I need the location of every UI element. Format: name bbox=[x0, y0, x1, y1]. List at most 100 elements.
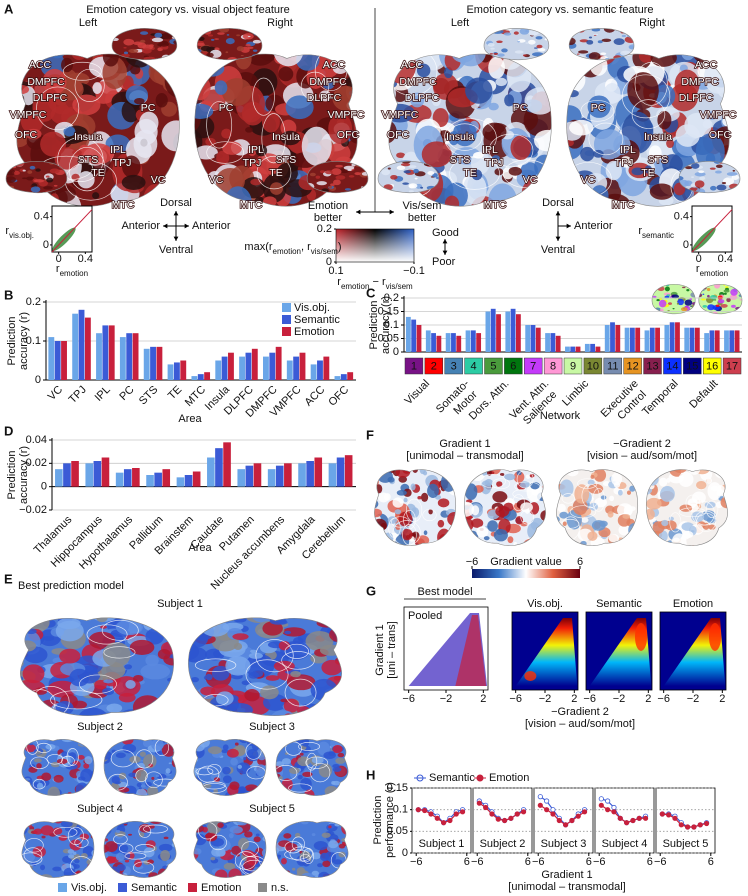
brain-patch bbox=[104, 829, 109, 838]
arrow-head bbox=[356, 209, 361, 215]
brain-patch bbox=[672, 307, 675, 310]
brain-patch bbox=[663, 313, 668, 314]
brain-patch bbox=[437, 498, 450, 508]
brain-patch bbox=[484, 479, 493, 486]
brain-patch bbox=[162, 32, 173, 40]
brain-patch bbox=[728, 59, 730, 71]
brain-patch bbox=[354, 172, 361, 176]
brain-patch bbox=[506, 61, 532, 93]
brain-patch bbox=[47, 734, 54, 738]
brain-patch bbox=[690, 305, 693, 307]
brain-patch bbox=[421, 141, 452, 168]
brain-patch bbox=[380, 158, 387, 163]
brain-patch bbox=[236, 34, 241, 37]
brain-patch bbox=[290, 670, 301, 678]
brain-patch bbox=[276, 783, 283, 789]
colorbar-tick-label: 0.2 bbox=[317, 223, 332, 235]
brain-patch bbox=[49, 168, 60, 174]
brain-texture bbox=[193, 739, 266, 796]
bar bbox=[470, 330, 476, 352]
bar bbox=[694, 327, 700, 352]
network-box bbox=[524, 357, 543, 375]
brain-patch bbox=[495, 77, 508, 87]
brain-patch bbox=[243, 756, 247, 761]
roi-outline bbox=[622, 75, 670, 118]
roi-label: DMPFC bbox=[399, 76, 437, 88]
brain-patch bbox=[427, 170, 435, 176]
brain-patch bbox=[680, 307, 688, 312]
brain-patch bbox=[20, 659, 22, 670]
brain-patch bbox=[211, 665, 230, 681]
brain-patch bbox=[321, 659, 342, 676]
brain-patch bbox=[537, 47, 546, 52]
brain-patch bbox=[194, 145, 218, 160]
brain-patch bbox=[681, 53, 695, 61]
brain-patch bbox=[140, 784, 146, 788]
brain-patch bbox=[472, 152, 484, 159]
bar bbox=[629, 327, 635, 352]
brain-map bbox=[674, 159, 741, 195]
point bbox=[544, 798, 550, 804]
brain-patch bbox=[451, 469, 456, 471]
brain-patch bbox=[264, 747, 266, 751]
point bbox=[415, 807, 421, 813]
y-axis-label: Gradient 1 bbox=[374, 624, 386, 675]
brain-patch bbox=[714, 284, 721, 289]
brain-patch bbox=[324, 786, 339, 796]
brain-patch bbox=[504, 473, 516, 481]
brain-texture bbox=[21, 821, 94, 878]
y-tick-label: 0 bbox=[393, 346, 399, 358]
quality-label: Good bbox=[432, 227, 459, 239]
x-tick-label: 2 bbox=[571, 693, 577, 705]
brain-patch bbox=[214, 38, 220, 40]
x-tick-label: −6 bbox=[509, 693, 522, 705]
roi-outline bbox=[262, 114, 286, 163]
brain-patch bbox=[696, 480, 707, 490]
brain-patch bbox=[629, 506, 636, 512]
brain-map bbox=[96, 815, 185, 880]
brain-patch bbox=[344, 670, 356, 679]
brain-patch bbox=[123, 823, 128, 826]
brain-patch bbox=[194, 103, 214, 119]
brain-patch bbox=[21, 863, 27, 868]
brain-map bbox=[174, 606, 363, 727]
brain-patch bbox=[698, 284, 703, 292]
brain-patch bbox=[33, 821, 37, 823]
brain-texture bbox=[484, 28, 549, 60]
brain-patch bbox=[255, 153, 282, 175]
y-tick-label: 0.1 bbox=[393, 804, 408, 816]
bar bbox=[93, 461, 102, 487]
brain-patch bbox=[679, 175, 684, 181]
brain-patch bbox=[80, 768, 94, 782]
bar bbox=[275, 465, 284, 487]
brain-patch bbox=[69, 668, 90, 687]
subscript: emotion bbox=[273, 247, 301, 256]
brain-patch bbox=[122, 743, 137, 754]
bar bbox=[48, 337, 55, 380]
brain-patch bbox=[188, 838, 194, 842]
brain-outline bbox=[20, 618, 173, 716]
brain-patch bbox=[112, 28, 116, 31]
brain-patch bbox=[335, 757, 346, 764]
bar bbox=[451, 333, 456, 352]
point bbox=[520, 809, 527, 815]
brain-patch bbox=[110, 711, 129, 716]
brain-patch bbox=[20, 618, 22, 626]
map-title: Gradient 1 bbox=[439, 438, 490, 450]
brain-patch bbox=[428, 508, 433, 515]
brain-patch bbox=[329, 691, 342, 700]
bar bbox=[431, 333, 436, 352]
brain-outline bbox=[484, 28, 549, 59]
brain-patch bbox=[46, 177, 54, 183]
brain-patch bbox=[47, 680, 78, 698]
brain-patch bbox=[240, 54, 244, 57]
subscript: emotion bbox=[60, 269, 88, 278]
brain-map bbox=[14, 814, 102, 883]
roi-outline bbox=[521, 510, 534, 524]
colorbar-tick-label: 6 bbox=[577, 556, 583, 568]
brain-patch bbox=[250, 649, 257, 654]
bar bbox=[192, 471, 201, 487]
bar bbox=[525, 325, 531, 352]
roi-outline bbox=[670, 513, 681, 532]
brain-patch bbox=[228, 868, 242, 878]
